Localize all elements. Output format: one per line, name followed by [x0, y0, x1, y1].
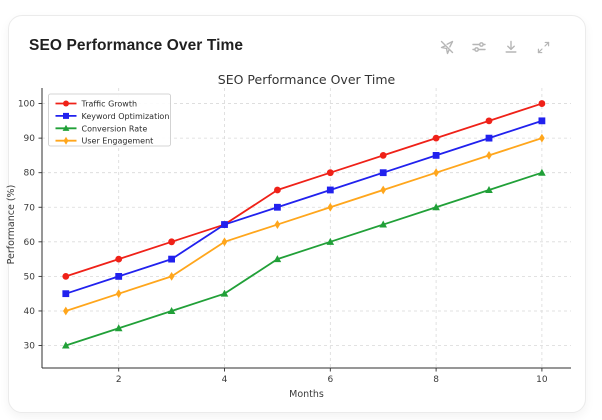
chart-canvas: 2 4 6 8 10 30 40 50 60 70 80 90 100 SEO Performance O…: [6, 72, 571, 400]
card-title: SEO Performance Over Time: [29, 37, 244, 54]
download-button[interactable]: [503, 39, 519, 55]
y-axis-label: Performance (%): [6, 185, 17, 265]
legend: Traffic Growth Keyword Optimization Conver…: [48, 93, 171, 147]
chart: 2 4 6 8 10 30 40 50 60 70 80 90 100 SEO Performance O…: [0, 60, 602, 416]
download-icon: [503, 39, 519, 55]
svg-text:60: 60: [24, 238, 36, 248]
svg-text:6: 6: [327, 375, 333, 385]
series-conversion-rate: [62, 168, 546, 349]
svg-text:50: 50: [24, 272, 36, 282]
gridlines: [42, 88, 571, 368]
series-traffic-growth: [62, 100, 546, 280]
svg-text:2: 2: [116, 375, 122, 385]
chart-settings-button[interactable]: [471, 39, 487, 55]
svg-text:80: 80: [24, 169, 36, 179]
svg-text:90: 90: [24, 134, 36, 144]
axis-ticks: [38, 103, 543, 372]
svg-text:40: 40: [24, 307, 36, 317]
chart-card: SEO Performance Over Time: [8, 15, 586, 413]
svg-text:10: 10: [536, 375, 548, 385]
legend-label: Keyword Optimization: [82, 112, 170, 121]
svg-text:4: 4: [222, 375, 228, 385]
tune-sliders-icon: [471, 39, 487, 55]
svg-text:70: 70: [24, 203, 36, 213]
series-keyword-optimization: [62, 117, 546, 298]
axes-spines: [41, 88, 571, 369]
svg-text:30: 30: [24, 342, 36, 352]
expand-button[interactable]: [535, 39, 551, 55]
legend-label: User Engagement: [82, 137, 154, 146]
series-user-engagement: [63, 133, 545, 316]
plot-title: SEO Performance Over Time: [218, 72, 396, 87]
navigation-off-icon: [439, 39, 455, 55]
card-toolbar: [439, 39, 551, 55]
svg-text:100: 100: [18, 100, 35, 110]
x-axis-label: Months: [289, 389, 324, 400]
legend-label: Traffic Growth: [81, 100, 138, 109]
card-header: SEO Performance Over Time: [9, 16, 585, 68]
expand-diagonal-icon: [536, 40, 551, 55]
svg-text:8: 8: [433, 375, 439, 385]
interaction-toggle-button[interactable]: [439, 39, 455, 55]
legend-label: Conversion Rate: [82, 124, 148, 133]
